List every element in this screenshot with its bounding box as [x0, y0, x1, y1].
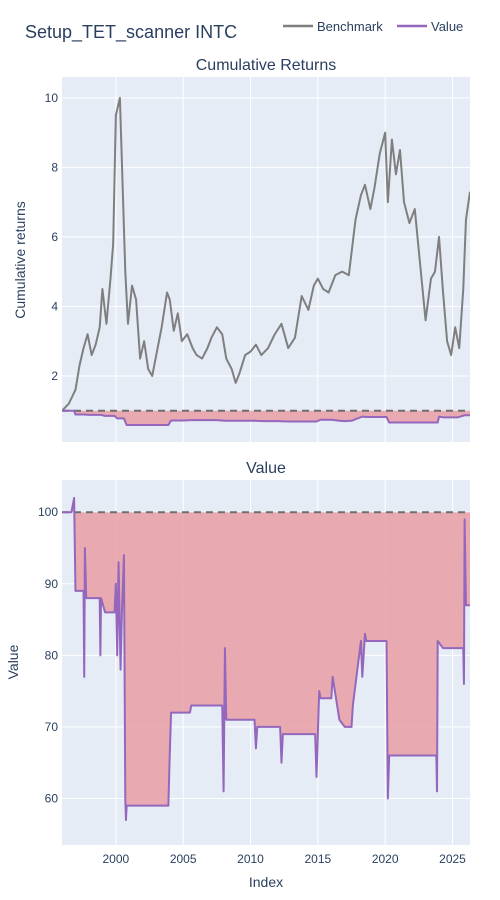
x-axis-label: Index — [249, 874, 283, 890]
legend[interactable]: Benchmark Value — [283, 19, 463, 34]
y-tick-label: 2 — [51, 369, 58, 383]
y-tick-label: 4 — [51, 299, 58, 313]
x-tick-label: 2025 — [439, 852, 466, 866]
plot-background — [62, 77, 470, 442]
x-tick-label: 2015 — [304, 852, 331, 866]
series-line-value — [62, 409, 470, 426]
y-axis-label-cumulative: Cumulative returns — [12, 201, 28, 319]
subplot-title-value: Value — [246, 460, 286, 477]
y-tick-label: 90 — [45, 577, 59, 591]
plot-area — [62, 496, 470, 821]
x-tick-label: 2020 — [372, 852, 399, 866]
x-tick-label: 2010 — [237, 852, 264, 866]
y-tick-label: 6 — [51, 230, 58, 244]
y-axis-label-value: Value — [5, 644, 21, 679]
y-tick-label: 8 — [51, 160, 58, 174]
series-line-benchmark — [62, 96, 470, 412]
drawdown-fill — [62, 497, 470, 820]
y-tick-label: 80 — [45, 648, 59, 662]
legend-label-value: Value — [431, 19, 463, 34]
chart-title: Setup_TET_scanner INTC — [25, 22, 237, 43]
y-tick-label: 60 — [45, 791, 59, 805]
value-panel[interactable]: 60 70 80 90 100 2000 2005 2010 2015 2020 2025 — [38, 480, 470, 866]
cumulative-returns-panel[interactable]: 2 4 6 8 10 — [45, 77, 470, 442]
y-tick-label: 10 — [45, 91, 59, 105]
series-line-value — [62, 496, 470, 821]
y-tick-label: 100 — [38, 505, 58, 519]
plot-area — [62, 96, 470, 426]
subplot-title-cumulative: Cumulative Returns — [196, 57, 337, 74]
x-tick-label: 2000 — [103, 852, 130, 866]
legend-label-benchmark: Benchmark — [317, 19, 383, 34]
drawdown-fill — [62, 410, 470, 425]
y-tick-label: 70 — [45, 720, 59, 734]
x-tick-label: 2005 — [170, 852, 197, 866]
